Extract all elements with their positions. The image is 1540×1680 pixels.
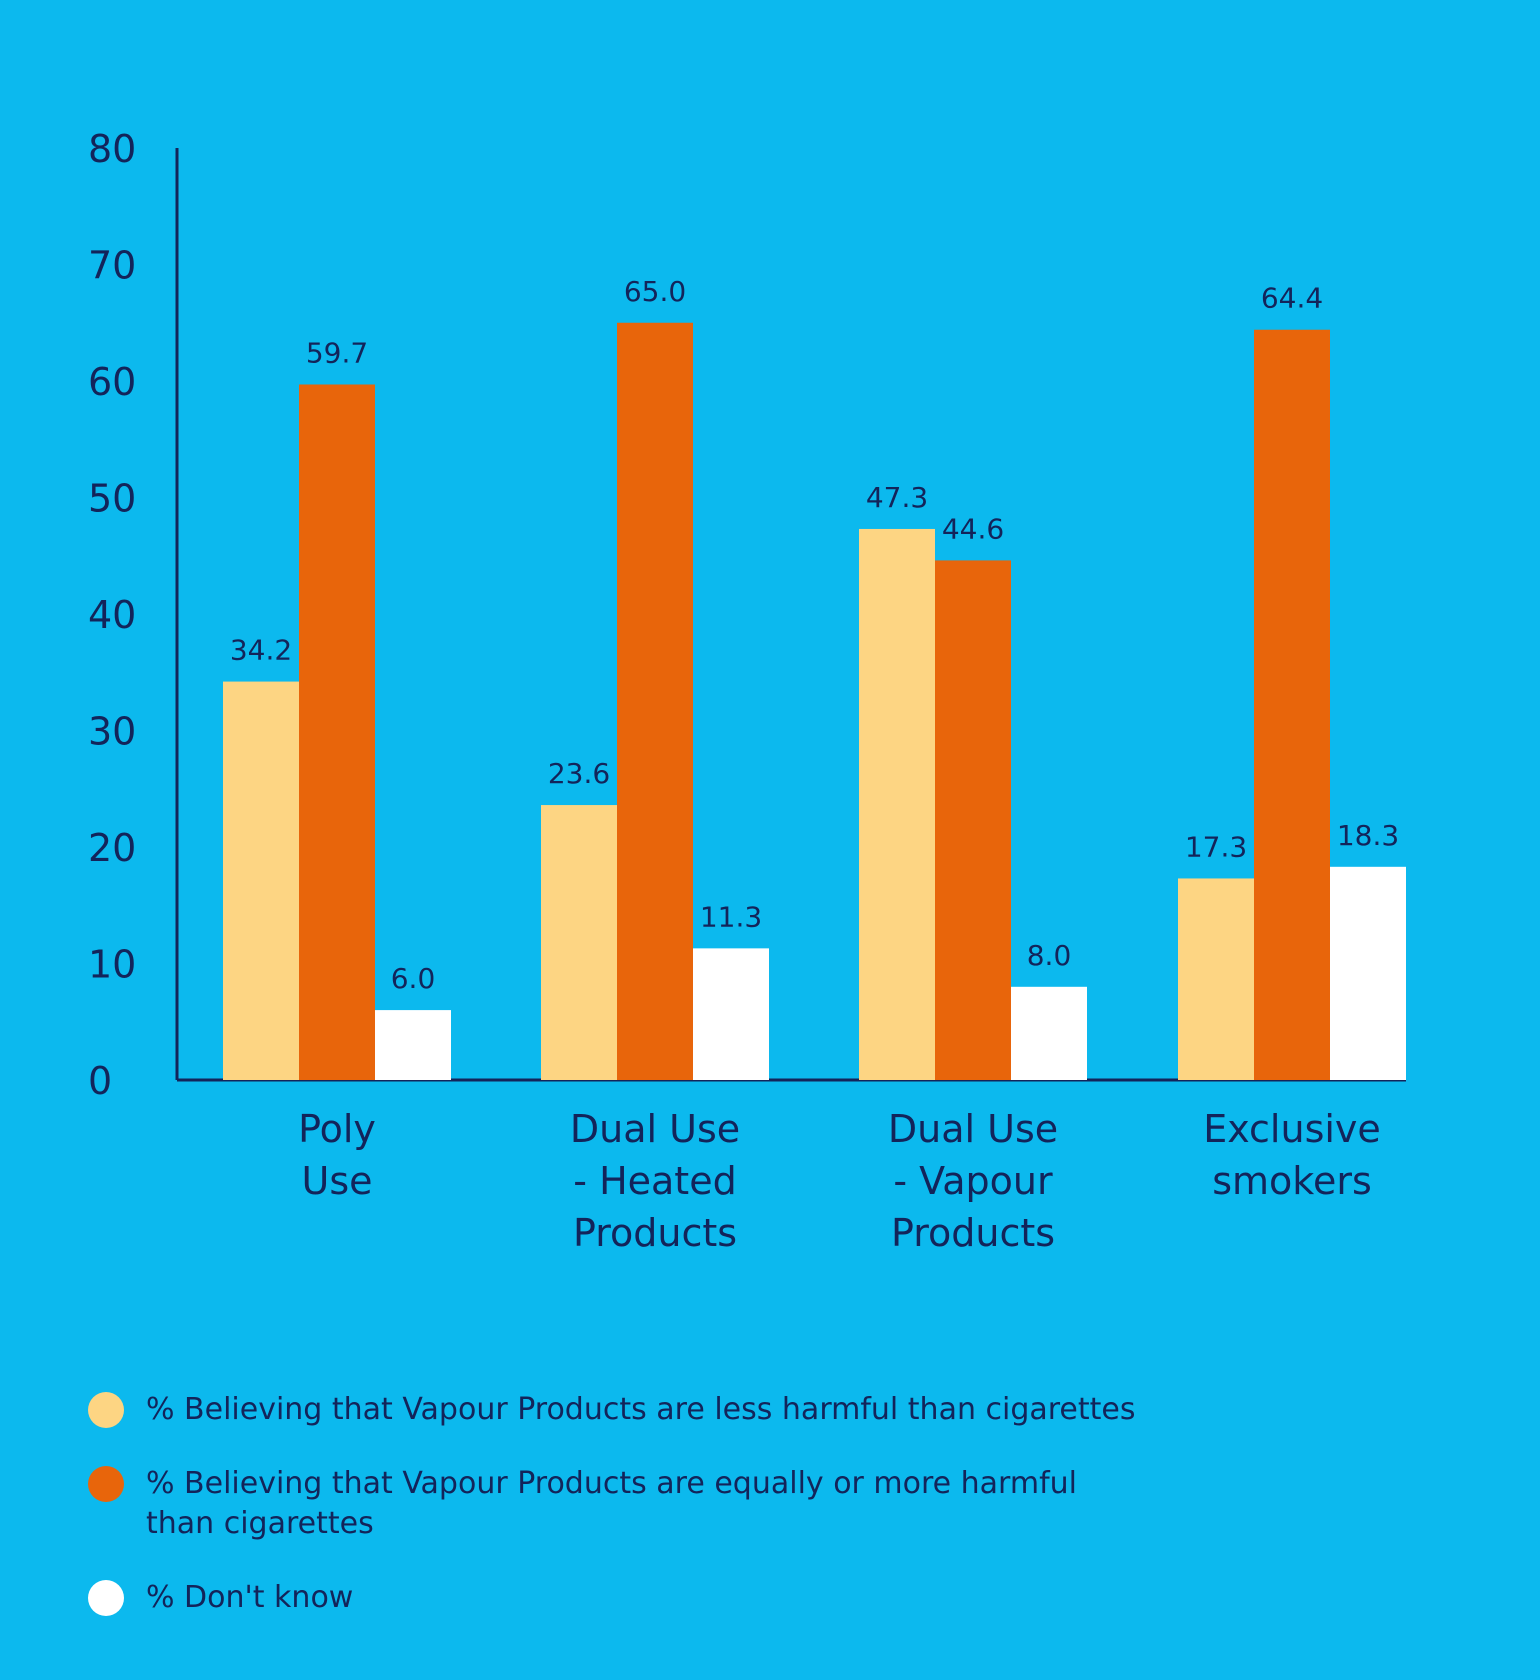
y-tick-label: 40 xyxy=(88,593,136,637)
bar xyxy=(1254,329,1330,1080)
y-tick-label: 20 xyxy=(88,826,136,870)
y-tick-label: 10 xyxy=(88,943,136,987)
data-label: 6.0 xyxy=(391,962,436,995)
bar xyxy=(693,948,769,1080)
category-label: Products xyxy=(891,1211,1055,1255)
data-label: 65.0 xyxy=(624,275,686,308)
data-label: 44.6 xyxy=(942,512,1004,545)
y-tick-label: 0 xyxy=(88,1059,112,1103)
legend-swatch xyxy=(88,1466,124,1502)
bar xyxy=(223,681,299,1080)
data-label: 18.3 xyxy=(1337,819,1399,852)
legend-label: than cigarettes xyxy=(146,1506,374,1541)
y-tick-label: 50 xyxy=(88,477,136,521)
category-label: Dual Use xyxy=(570,1107,740,1151)
data-label: 17.3 xyxy=(1185,830,1247,863)
legend-item: % Don't know xyxy=(88,1578,1188,1618)
bar xyxy=(541,805,617,1080)
bar xyxy=(375,1010,451,1080)
legend-item: % Believing that Vapour Products are equ… xyxy=(88,1464,1188,1544)
bar xyxy=(1330,866,1406,1080)
data-label: 23.6 xyxy=(548,757,610,790)
data-label: 34.2 xyxy=(230,634,292,667)
data-label: 59.7 xyxy=(306,336,368,369)
legend-item: % Believing that Vapour Products are les… xyxy=(88,1390,1188,1430)
category-label: smokers xyxy=(1212,1159,1372,1203)
legend-label: % Don't know xyxy=(146,1580,354,1615)
chart-svg: 0 10 20 30 40 50 60 70 80 34.2 23.6 47.3 17.3 59.7 65.… xyxy=(88,127,1406,1255)
y-tick-label: 30 xyxy=(88,710,136,754)
data-label: 8.0 xyxy=(1027,939,1072,972)
legend-swatch xyxy=(88,1580,124,1616)
y-tick-label: 60 xyxy=(88,360,136,404)
category-label: Dual Use xyxy=(888,1107,1058,1151)
bar xyxy=(617,322,693,1080)
bar xyxy=(935,560,1011,1080)
category-label: - Heated xyxy=(573,1159,736,1203)
y-tick-label: 70 xyxy=(88,244,136,288)
category-label: - Vapour xyxy=(893,1159,1053,1203)
bar xyxy=(1178,878,1254,1080)
y-tick-label: 80 xyxy=(88,127,136,171)
category-label: Poly xyxy=(298,1107,376,1151)
category-label: Exclusive xyxy=(1203,1107,1381,1151)
category-label: Products xyxy=(573,1211,737,1255)
legend: % Believing that Vapour Products are les… xyxy=(88,1390,1188,1652)
data-label: 64.4 xyxy=(1261,282,1323,315)
bar xyxy=(859,528,935,1080)
category-label: Use xyxy=(302,1159,373,1203)
legend-label: % Believing that Vapour Products are equ… xyxy=(146,1466,1077,1501)
legend-label: % Believing that Vapour Products are les… xyxy=(146,1392,1136,1427)
legend-swatch xyxy=(88,1392,124,1428)
bar xyxy=(299,384,375,1080)
bar-chart: 0 10 20 30 40 50 60 70 80 34.2 23.6 47.3 17.3 59.7 65.… xyxy=(88,127,1406,1255)
data-label: 47.3 xyxy=(866,481,928,514)
bar xyxy=(1011,986,1087,1080)
data-label: 11.3 xyxy=(700,900,762,933)
